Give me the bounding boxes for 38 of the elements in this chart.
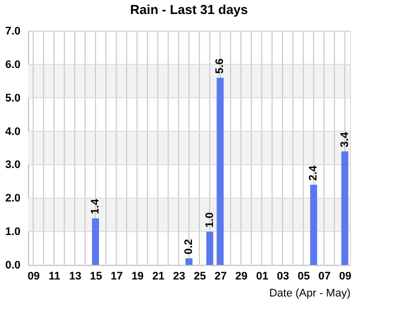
x-tick-label: 21 — [152, 270, 164, 282]
y-tick-label: 1.0 — [5, 226, 20, 238]
y-tick-label: 0.0 — [5, 260, 20, 272]
y-tick-label: 2.0 — [5, 192, 20, 205]
data-label: 5.6 — [214, 58, 226, 74]
y-tick-label: 3.0 — [5, 159, 20, 172]
bar — [92, 218, 100, 265]
x-tick-label: 01 — [256, 270, 268, 282]
y-tick-label: 7.0 — [5, 26, 20, 38]
x-tick-label: 07 — [318, 270, 331, 282]
chart-title: Rain - Last 31 days — [130, 2, 248, 17]
x-tick-label: 09 — [339, 270, 352, 282]
x-axis-title: Date (Apr - May) — [269, 288, 350, 300]
data-label: 1.4 — [90, 198, 102, 214]
bar — [216, 78, 224, 265]
bar — [310, 184, 318, 265]
data-label: 3.4 — [338, 131, 351, 148]
data-label: 1.0 — [204, 212, 216, 228]
y-tick-label: 4.0 — [5, 126, 20, 138]
x-tick-label: 25 — [194, 270, 206, 282]
x-tick-label: 03 — [276, 270, 290, 282]
x-tick-label: 09 — [28, 270, 40, 282]
x-tick-label: 29 — [235, 270, 248, 282]
x-tick-label: 19 — [131, 270, 144, 282]
bar — [186, 258, 192, 265]
data-label: 0.2 — [183, 239, 195, 254]
bar — [206, 232, 214, 265]
x-tick-label: 17 — [110, 270, 123, 282]
x-tick-label: 27 — [214, 270, 227, 282]
y-tick-label: 5.0 — [5, 92, 20, 104]
y-tick-label: 6.0 — [5, 58, 20, 71]
x-tick-label: 23 — [172, 270, 186, 282]
x-tick-label: 13 — [69, 270, 82, 282]
data-label: 2.4 — [308, 164, 320, 181]
bar — [341, 151, 348, 265]
x-tick-label: 11 — [48, 270, 60, 282]
x-tick-label: 15 — [90, 270, 102, 282]
x-tick-label: 05 — [298, 270, 310, 282]
